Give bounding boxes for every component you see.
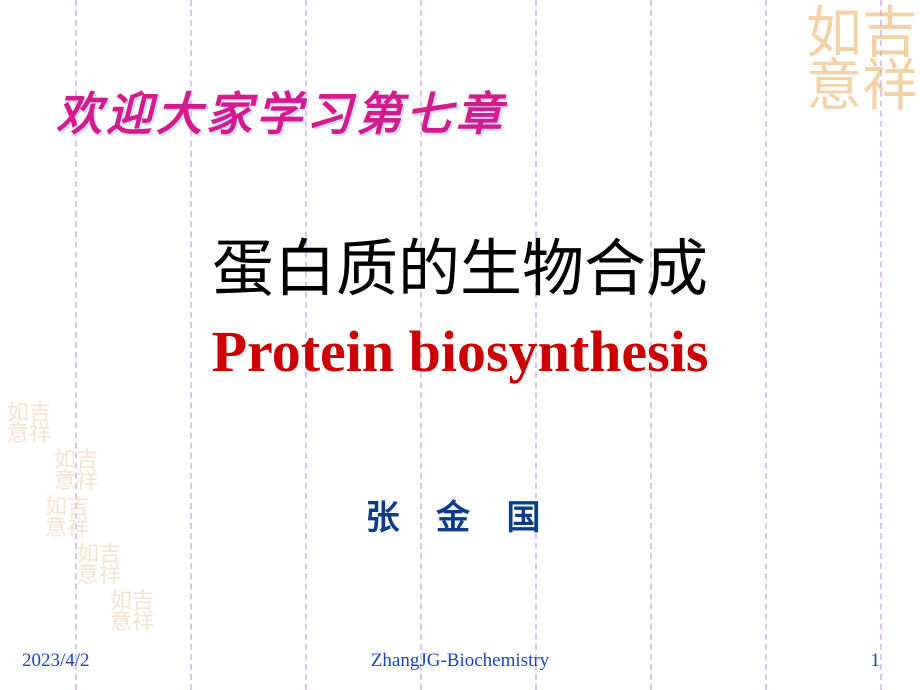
seal-stamp-small: 吉祥如意 — [108, 591, 154, 633]
title-cn-text: 蛋白质的生物合成 — [212, 236, 708, 304]
welcome-heading: 欢迎大家学习第七章 — [56, 78, 506, 144]
author-text: 张 金 国 — [366, 500, 555, 537]
author-name: 张 金 国 — [0, 490, 920, 539]
seal-stamp-small: 吉祥如意 — [5, 403, 51, 445]
seal-stamp-large: 吉祥如意 — [798, 8, 918, 114]
seal-text: 吉祥如意 — [798, 8, 918, 114]
title-en-text: Protein biosynthesis — [212, 319, 709, 384]
title-english: Protein biosynthesis — [0, 318, 920, 385]
footer-page-text: 1 — [871, 650, 881, 671]
footer-page-number: 1 — [871, 650, 881, 672]
seal-stamp-small: 吉祥如意 — [52, 450, 98, 492]
seal-stamp-small: 吉祥如意 — [75, 544, 121, 586]
footer-center: ZhangJG-Biochemistry — [0, 650, 920, 672]
footer-center-text: ZhangJG-Biochemistry — [371, 650, 549, 671]
welcome-text: 欢迎大家学习第七章 — [56, 89, 506, 140]
title-chinese: 蛋白质的生物合成 — [0, 218, 920, 308]
